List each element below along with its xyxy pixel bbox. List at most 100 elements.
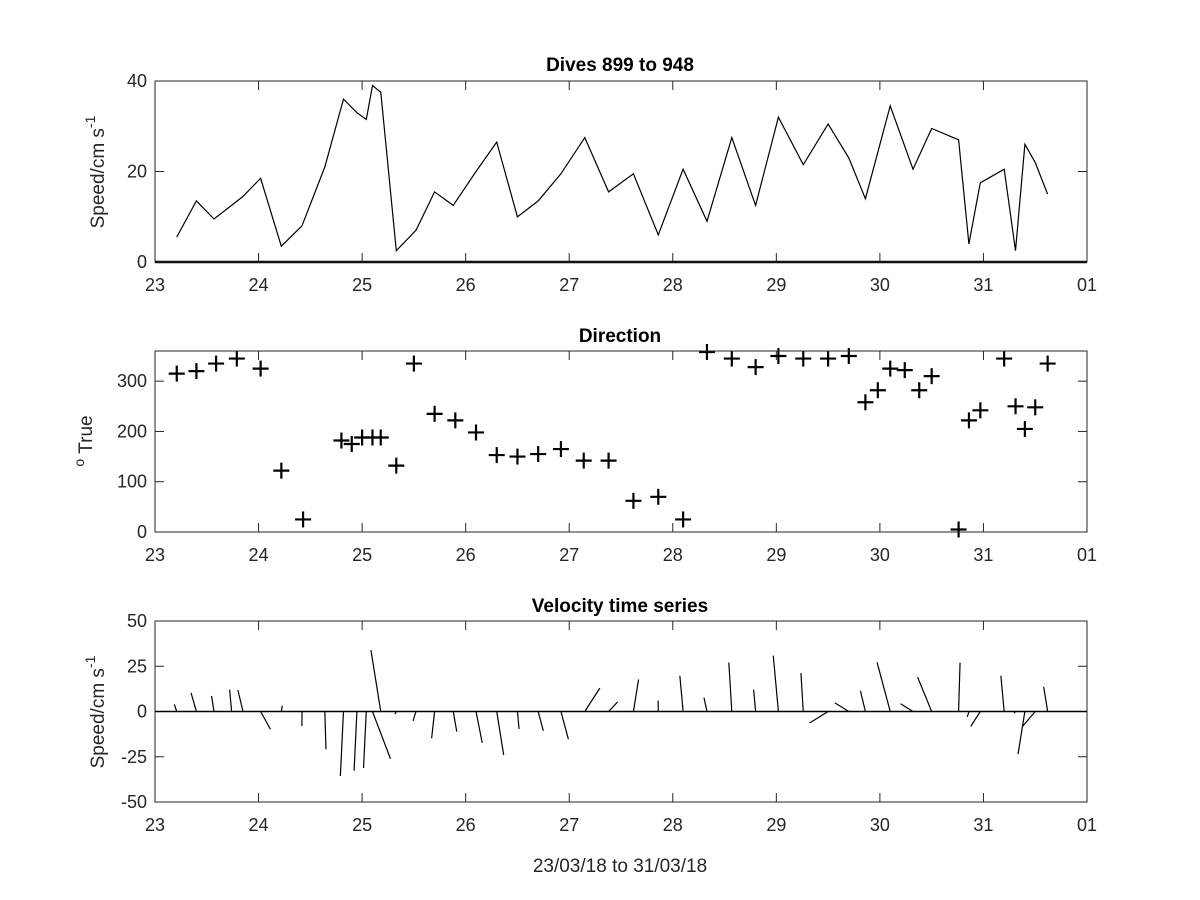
direction-point xyxy=(388,457,405,474)
speed-panel-xtick-label: 29 xyxy=(766,275,786,295)
velocity-panel-xtick-label: 28 xyxy=(663,815,683,835)
speed-panel-xtick-label: 27 xyxy=(559,275,579,295)
speed-panel-ytick-label: 40 xyxy=(127,71,147,91)
velocity-stick xyxy=(1043,686,1049,712)
velocity-stick xyxy=(703,697,708,712)
direction-panel-ytick-label: 200 xyxy=(117,421,147,441)
velocity-stick xyxy=(800,673,804,712)
direction-point xyxy=(188,363,205,380)
direction-point xyxy=(252,360,269,377)
speed-panel-frame xyxy=(154,80,1088,263)
speed-panel-xtick-label: 31 xyxy=(973,275,993,295)
velocity-stick xyxy=(772,655,780,712)
speed-panel-xtick-label: 25 xyxy=(352,275,372,295)
direction-panel-frame xyxy=(154,350,1088,533)
velocity-stick xyxy=(452,711,458,732)
direction-panel-ticks: 23 24 25 26 27 28 29 30 31 01 0 100 200 300 xyxy=(117,351,1097,565)
direction-point xyxy=(911,382,928,399)
direction-point xyxy=(972,402,989,419)
direction-point xyxy=(675,511,692,528)
direction-point xyxy=(882,360,899,377)
direction-point xyxy=(795,350,812,367)
direction-point xyxy=(857,394,874,411)
velocity-stick xyxy=(229,689,233,712)
direction-panel-xtick-label: 26 xyxy=(456,545,476,565)
velocity-panel-xtick-label: 30 xyxy=(870,815,890,835)
direction-point xyxy=(600,452,617,469)
direction-panel-xtick-label: 25 xyxy=(352,545,372,565)
speed-panel-ylabel-sup: -1 xyxy=(82,115,98,128)
direction-point xyxy=(869,382,886,399)
velocity-panel-title: Velocity time series xyxy=(532,596,708,617)
velocity-stick xyxy=(173,704,178,712)
velocity-stick xyxy=(353,711,358,771)
direction-panel-ytick-label: 100 xyxy=(117,472,147,492)
speed-series-line xyxy=(176,84,1049,253)
velocity-panel-marks xyxy=(155,649,1087,777)
velocity-panel-ytick-label: -50 xyxy=(121,792,147,812)
velocity-stick xyxy=(475,711,483,743)
velocity-panel-ytick-label: 0 xyxy=(137,702,147,722)
velocity-stick xyxy=(753,689,757,712)
direction-point xyxy=(509,448,526,465)
velocity-stick xyxy=(859,690,866,712)
velocity-panel-ticks: 23 24 25 26 27 28 29 30 31 01 -50 -25 0 25 50 xyxy=(121,611,1097,835)
velocity-panel-ytick-label: -25 xyxy=(121,747,147,767)
direction-point xyxy=(996,350,1013,367)
direction-point xyxy=(650,488,667,505)
velocity-stick xyxy=(876,662,891,712)
direction-point xyxy=(896,362,913,379)
velocity-stick xyxy=(1022,711,1036,727)
velocity-stick xyxy=(339,711,345,777)
velocity-stick xyxy=(324,711,327,750)
velocity-stick xyxy=(608,701,619,712)
velocity-stick xyxy=(900,703,914,713)
velocity-stick xyxy=(370,649,382,712)
direction-panel: Direction 23 24 25 26 27 28 29 30 31 01 0 100 200 300… xyxy=(71,326,1097,565)
velocity-stick xyxy=(1013,711,1016,714)
direction-point xyxy=(447,412,464,429)
direction-panel-marks xyxy=(168,344,1056,538)
velocity-stick xyxy=(584,687,601,712)
velocity-panel-xtick-label: 01 xyxy=(1077,815,1097,835)
velocity-panel-xtick-label: 23 xyxy=(145,815,165,835)
speed-panel-xtick-label: 24 xyxy=(249,275,269,295)
velocity-stick xyxy=(917,676,933,712)
velocity-panel-xtick-label: 26 xyxy=(456,815,476,835)
speed-panel-xtick-label: 28 xyxy=(663,275,683,295)
velocity-stick xyxy=(1000,675,1005,712)
speed-panel-title: Dives 899 to 948 xyxy=(546,55,694,76)
direction-point xyxy=(552,441,569,458)
speed-panel: Dives 899 to 948 23 24 25 26 27 28 29 30 31 01 0 20… xyxy=(82,55,1097,295)
direction-panel-xtick-label: 24 xyxy=(249,545,269,565)
direction-panel-xtick-label: 27 xyxy=(559,545,579,565)
velocity-stick xyxy=(728,662,733,712)
speed-panel-ytick-label: 0 xyxy=(137,252,147,272)
direction-point xyxy=(923,368,940,385)
direction-point xyxy=(168,365,185,382)
velocity-stick xyxy=(957,662,961,712)
direction-point xyxy=(1007,398,1024,415)
velocity-panel-xtick-label: 29 xyxy=(766,815,786,835)
velocity-stick xyxy=(560,711,569,740)
direction-point xyxy=(723,350,740,367)
velocity-panel-ytick-label: 50 xyxy=(127,611,147,631)
velocity-stick xyxy=(966,711,970,718)
direction-point xyxy=(1027,399,1044,416)
speed-panel-ylabel-main: Speed/cm s xyxy=(88,128,109,228)
velocity-panel-xtick-label: 27 xyxy=(559,815,579,835)
velocity-stick xyxy=(496,711,505,756)
direction-panel-xtick-label: 28 xyxy=(663,545,683,565)
direction-point xyxy=(950,521,967,538)
direction-point xyxy=(698,344,715,361)
speed-panel-ylabel: Speed/cm s-1 xyxy=(82,115,109,228)
velocity-panel-ylabel-main: Speed/cm s xyxy=(88,668,109,768)
velocity-stick xyxy=(237,689,244,712)
direction-point xyxy=(228,350,245,367)
velocity-stick xyxy=(537,711,544,731)
velocity-panel-xtick-label: 25 xyxy=(352,815,372,835)
direction-point xyxy=(333,432,350,449)
direction-panel-xtick-label: 23 xyxy=(145,545,165,565)
direction-point xyxy=(426,405,443,422)
